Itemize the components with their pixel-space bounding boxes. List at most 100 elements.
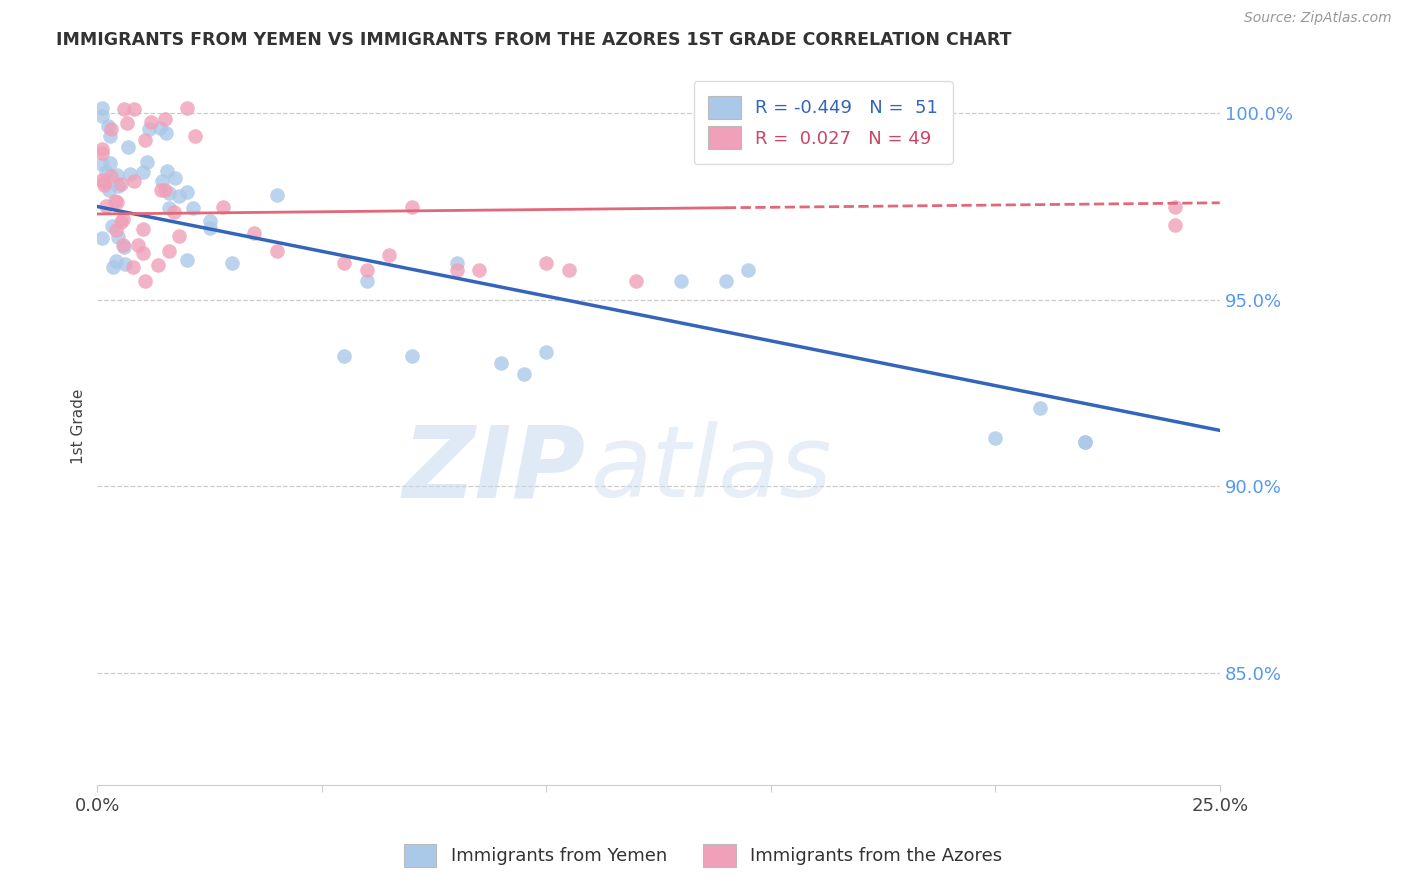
Point bbox=[122, 174, 145, 188]
Point bbox=[157, 244, 180, 259]
Point bbox=[266, 244, 288, 259]
Point bbox=[176, 185, 198, 199]
Point bbox=[148, 258, 170, 272]
Point bbox=[356, 274, 378, 288]
Point bbox=[98, 156, 121, 170]
Point bbox=[149, 120, 172, 135]
Point bbox=[558, 263, 581, 277]
Point bbox=[127, 238, 149, 252]
Point bbox=[157, 201, 180, 215]
Point bbox=[112, 102, 135, 116]
Point bbox=[737, 263, 759, 277]
Point bbox=[90, 157, 112, 171]
Text: Source: ZipAtlas.com: Source: ZipAtlas.com bbox=[1244, 11, 1392, 25]
Point bbox=[134, 133, 156, 147]
Point bbox=[714, 274, 737, 288]
Point bbox=[468, 263, 491, 277]
Point bbox=[491, 356, 513, 370]
Point bbox=[100, 169, 122, 183]
Point bbox=[122, 260, 145, 275]
Point bbox=[167, 189, 190, 203]
Point bbox=[98, 129, 121, 144]
Point bbox=[624, 274, 647, 288]
Point bbox=[105, 195, 128, 210]
Point bbox=[112, 240, 135, 254]
Point bbox=[157, 186, 180, 201]
Point bbox=[115, 116, 138, 130]
Point bbox=[181, 202, 204, 216]
Point bbox=[1164, 218, 1187, 232]
Point bbox=[446, 255, 468, 269]
Point bbox=[94, 199, 117, 213]
Point bbox=[356, 263, 378, 277]
Point bbox=[155, 127, 177, 141]
Point bbox=[155, 183, 177, 197]
Text: atlas: atlas bbox=[591, 421, 832, 518]
Point bbox=[90, 109, 112, 123]
Point bbox=[176, 101, 198, 115]
Point bbox=[93, 178, 115, 193]
Point bbox=[112, 212, 135, 227]
Point bbox=[513, 368, 536, 382]
Point bbox=[333, 255, 356, 269]
Point bbox=[110, 215, 132, 229]
Point bbox=[198, 214, 221, 228]
Point bbox=[153, 112, 176, 126]
Point bbox=[401, 200, 423, 214]
Point bbox=[131, 222, 153, 236]
Point bbox=[1074, 434, 1097, 449]
Point bbox=[104, 253, 127, 268]
Point bbox=[401, 349, 423, 363]
Point bbox=[984, 431, 1007, 445]
Point bbox=[97, 183, 120, 197]
Text: IMMIGRANTS FROM YEMEN VS IMMIGRANTS FROM THE AZORES 1ST GRADE CORRELATION CHART: IMMIGRANTS FROM YEMEN VS IMMIGRANTS FROM… bbox=[56, 31, 1012, 49]
Point bbox=[1029, 401, 1052, 415]
Point bbox=[139, 115, 162, 129]
Point bbox=[91, 101, 114, 115]
Point bbox=[1074, 434, 1097, 449]
Point bbox=[104, 194, 127, 208]
Point bbox=[107, 230, 129, 244]
Legend: R = -0.449   N =  51, R =  0.027   N = 49: R = -0.449 N = 51, R = 0.027 N = 49 bbox=[693, 81, 952, 163]
Point bbox=[333, 349, 356, 363]
Point bbox=[118, 167, 141, 181]
Point bbox=[117, 140, 139, 154]
Point bbox=[96, 164, 118, 178]
Point bbox=[536, 255, 558, 269]
Point bbox=[176, 252, 198, 267]
Point bbox=[669, 274, 692, 288]
Point bbox=[110, 178, 132, 192]
Point bbox=[165, 171, 187, 186]
Point bbox=[163, 205, 186, 219]
Point bbox=[446, 263, 468, 277]
Point bbox=[378, 248, 401, 262]
Point bbox=[93, 175, 115, 189]
Point bbox=[138, 122, 160, 136]
Point bbox=[155, 164, 177, 178]
Point bbox=[132, 246, 155, 260]
Point bbox=[97, 119, 120, 133]
Point bbox=[266, 188, 288, 202]
Point bbox=[124, 102, 146, 116]
Point bbox=[112, 237, 135, 252]
Point bbox=[134, 274, 156, 288]
Point bbox=[91, 145, 114, 160]
Point bbox=[536, 345, 558, 359]
Point bbox=[114, 257, 136, 271]
Point bbox=[100, 122, 122, 136]
Point bbox=[1164, 200, 1187, 214]
Point bbox=[90, 142, 112, 156]
Legend: Immigrants from Yemen, Immigrants from the Azores: Immigrants from Yemen, Immigrants from t… bbox=[396, 837, 1010, 874]
Point bbox=[150, 174, 173, 188]
Point bbox=[132, 165, 155, 179]
Point bbox=[101, 260, 124, 274]
Point bbox=[243, 226, 266, 240]
Point bbox=[212, 200, 235, 214]
Point bbox=[104, 223, 127, 237]
Point bbox=[91, 231, 114, 245]
Point bbox=[167, 229, 190, 244]
Y-axis label: 1st Grade: 1st Grade bbox=[72, 389, 86, 465]
Text: ZIP: ZIP bbox=[402, 421, 585, 518]
Point bbox=[221, 255, 243, 269]
Point bbox=[136, 154, 159, 169]
